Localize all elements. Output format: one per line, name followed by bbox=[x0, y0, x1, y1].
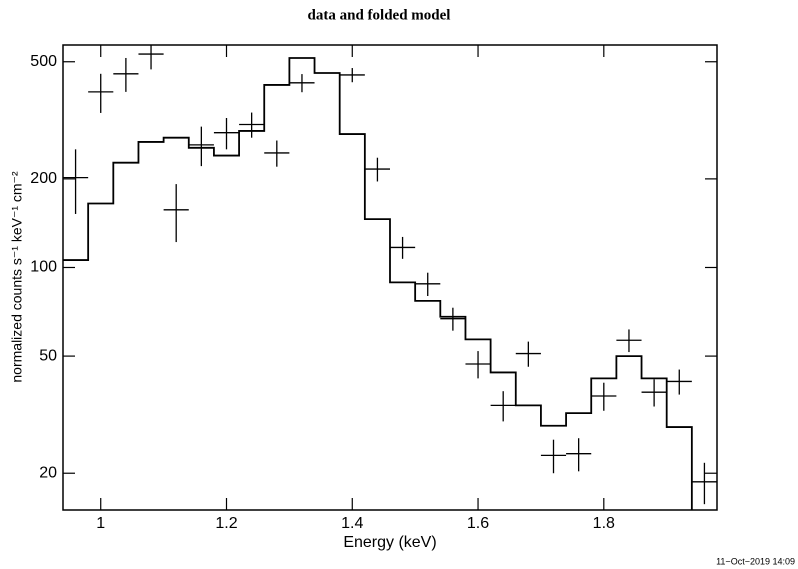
y-tick-label: 50 bbox=[39, 347, 57, 364]
y-tick-label: 500 bbox=[30, 53, 57, 70]
y-axis-label: normalized counts s⁻¹ keV⁻¹ cm⁻² bbox=[9, 171, 25, 383]
model-line bbox=[63, 57, 693, 510]
x-tick-label: 1.4 bbox=[341, 515, 363, 532]
x-tick-label: 1.6 bbox=[467, 515, 489, 532]
y-tick-label: 200 bbox=[30, 170, 57, 187]
y-tick-label: 100 bbox=[30, 259, 57, 276]
x-axis-label: Energy (keV) bbox=[343, 534, 436, 551]
plot-area bbox=[63, 45, 717, 510]
y-tick-label: 20 bbox=[39, 464, 57, 481]
x-tick-label: 1.2 bbox=[215, 515, 237, 532]
chart-title: data and folded model bbox=[308, 7, 451, 23]
x-tick-label: 1.8 bbox=[593, 515, 615, 532]
timestamp: 11−Oct−2019 14:09 bbox=[716, 556, 795, 566]
plot-frame bbox=[62, 44, 718, 511]
x-tick-label: 1 bbox=[96, 515, 105, 532]
